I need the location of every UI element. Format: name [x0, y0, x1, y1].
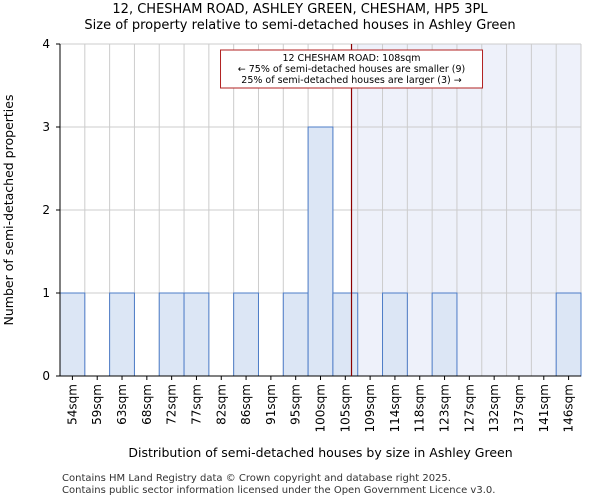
x-tick-label-100sqm: 100sqm [314, 384, 328, 432]
x-tick-label-132sqm: 132sqm [487, 384, 501, 432]
y-tick-label-2: 2 [42, 203, 50, 217]
bar-114sqm [382, 292, 408, 377]
x-tick-label-146sqm: 146sqm [562, 384, 576, 432]
bar-86sqm [233, 292, 259, 377]
x-tick-label-68sqm: 68sqm [140, 384, 154, 425]
x-tick-label-141sqm: 141sqm [537, 384, 551, 432]
bar-100sqm [307, 126, 334, 377]
y-tick-label-3: 3 [42, 120, 50, 134]
x-tick-label-59sqm: 59sqm [90, 384, 104, 425]
bar-105sqm [332, 292, 359, 377]
annotation-line-1: 12 CHESHAM ROAD: 108sqm [282, 53, 420, 64]
y-axis-title: Number of semi-detached properties [1, 95, 16, 326]
bar-146sqm [555, 292, 582, 377]
x-tick-label-114sqm: 114sqm [388, 384, 402, 432]
x-tick-label-137sqm: 137sqm [512, 384, 526, 432]
x-tick-label-118sqm: 118sqm [413, 384, 427, 432]
x-tick-label-63sqm: 63sqm [115, 384, 129, 425]
x-tick-label-54sqm: 54sqm [65, 384, 79, 425]
x-tick-label-95sqm: 95sqm [289, 384, 303, 425]
x-tick-label-86sqm: 86sqm [239, 384, 253, 425]
x-tick-label-123sqm: 123sqm [438, 384, 452, 432]
annotation-box [220, 49, 484, 89]
x-tick-label-105sqm: 105sqm [338, 384, 352, 432]
x-tick-label-127sqm: 127sqm [462, 384, 476, 432]
y-tick-label-0: 0 [42, 369, 50, 383]
x-tick-label-109sqm: 109sqm [363, 384, 377, 432]
chart-title: Size of property relative to semi-detach… [84, 18, 516, 33]
bar-54sqm [59, 292, 86, 377]
y-tick-label-1: 1 [42, 286, 50, 300]
x-axis-title: Distribution of semi-detached houses by … [128, 445, 512, 460]
bar-77sqm [183, 292, 210, 377]
annotation-line-3: 25% of semi-detached houses are larger (… [241, 75, 461, 86]
x-tick-label-91sqm: 91sqm [264, 384, 278, 425]
y-tick-label-4: 4 [42, 37, 50, 51]
bar-95sqm [282, 292, 309, 377]
bar-123sqm [431, 292, 458, 377]
footer-licence: Contains public sector information licen… [62, 485, 496, 496]
annotation-line-2: ← 75% of semi-detached houses are smalle… [238, 64, 466, 75]
bar-72sqm [158, 292, 185, 377]
x-tick-label-77sqm: 77sqm [189, 384, 203, 425]
chart-title-address: 12, CHESHAM ROAD, ASHLEY GREEN, CHESHAM,… [112, 2, 488, 17]
footer-copyright: Contains HM Land Registry data © Crown c… [62, 473, 451, 484]
x-tick-label-72sqm: 72sqm [165, 384, 179, 425]
x-tick-label-82sqm: 82sqm [214, 384, 228, 425]
bar-63sqm [109, 292, 135, 377]
